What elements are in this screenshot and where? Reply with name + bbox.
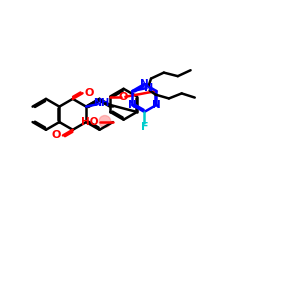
Text: O: O (118, 92, 128, 101)
Text: N: N (152, 100, 161, 110)
Text: O: O (85, 88, 94, 98)
Text: N: N (128, 100, 137, 110)
Circle shape (99, 116, 111, 128)
Text: O: O (52, 130, 61, 140)
Text: N: N (140, 79, 149, 89)
Text: F: F (141, 122, 148, 132)
Text: NH: NH (93, 98, 110, 108)
Text: HO: HO (81, 117, 99, 127)
Text: N: N (144, 83, 153, 93)
